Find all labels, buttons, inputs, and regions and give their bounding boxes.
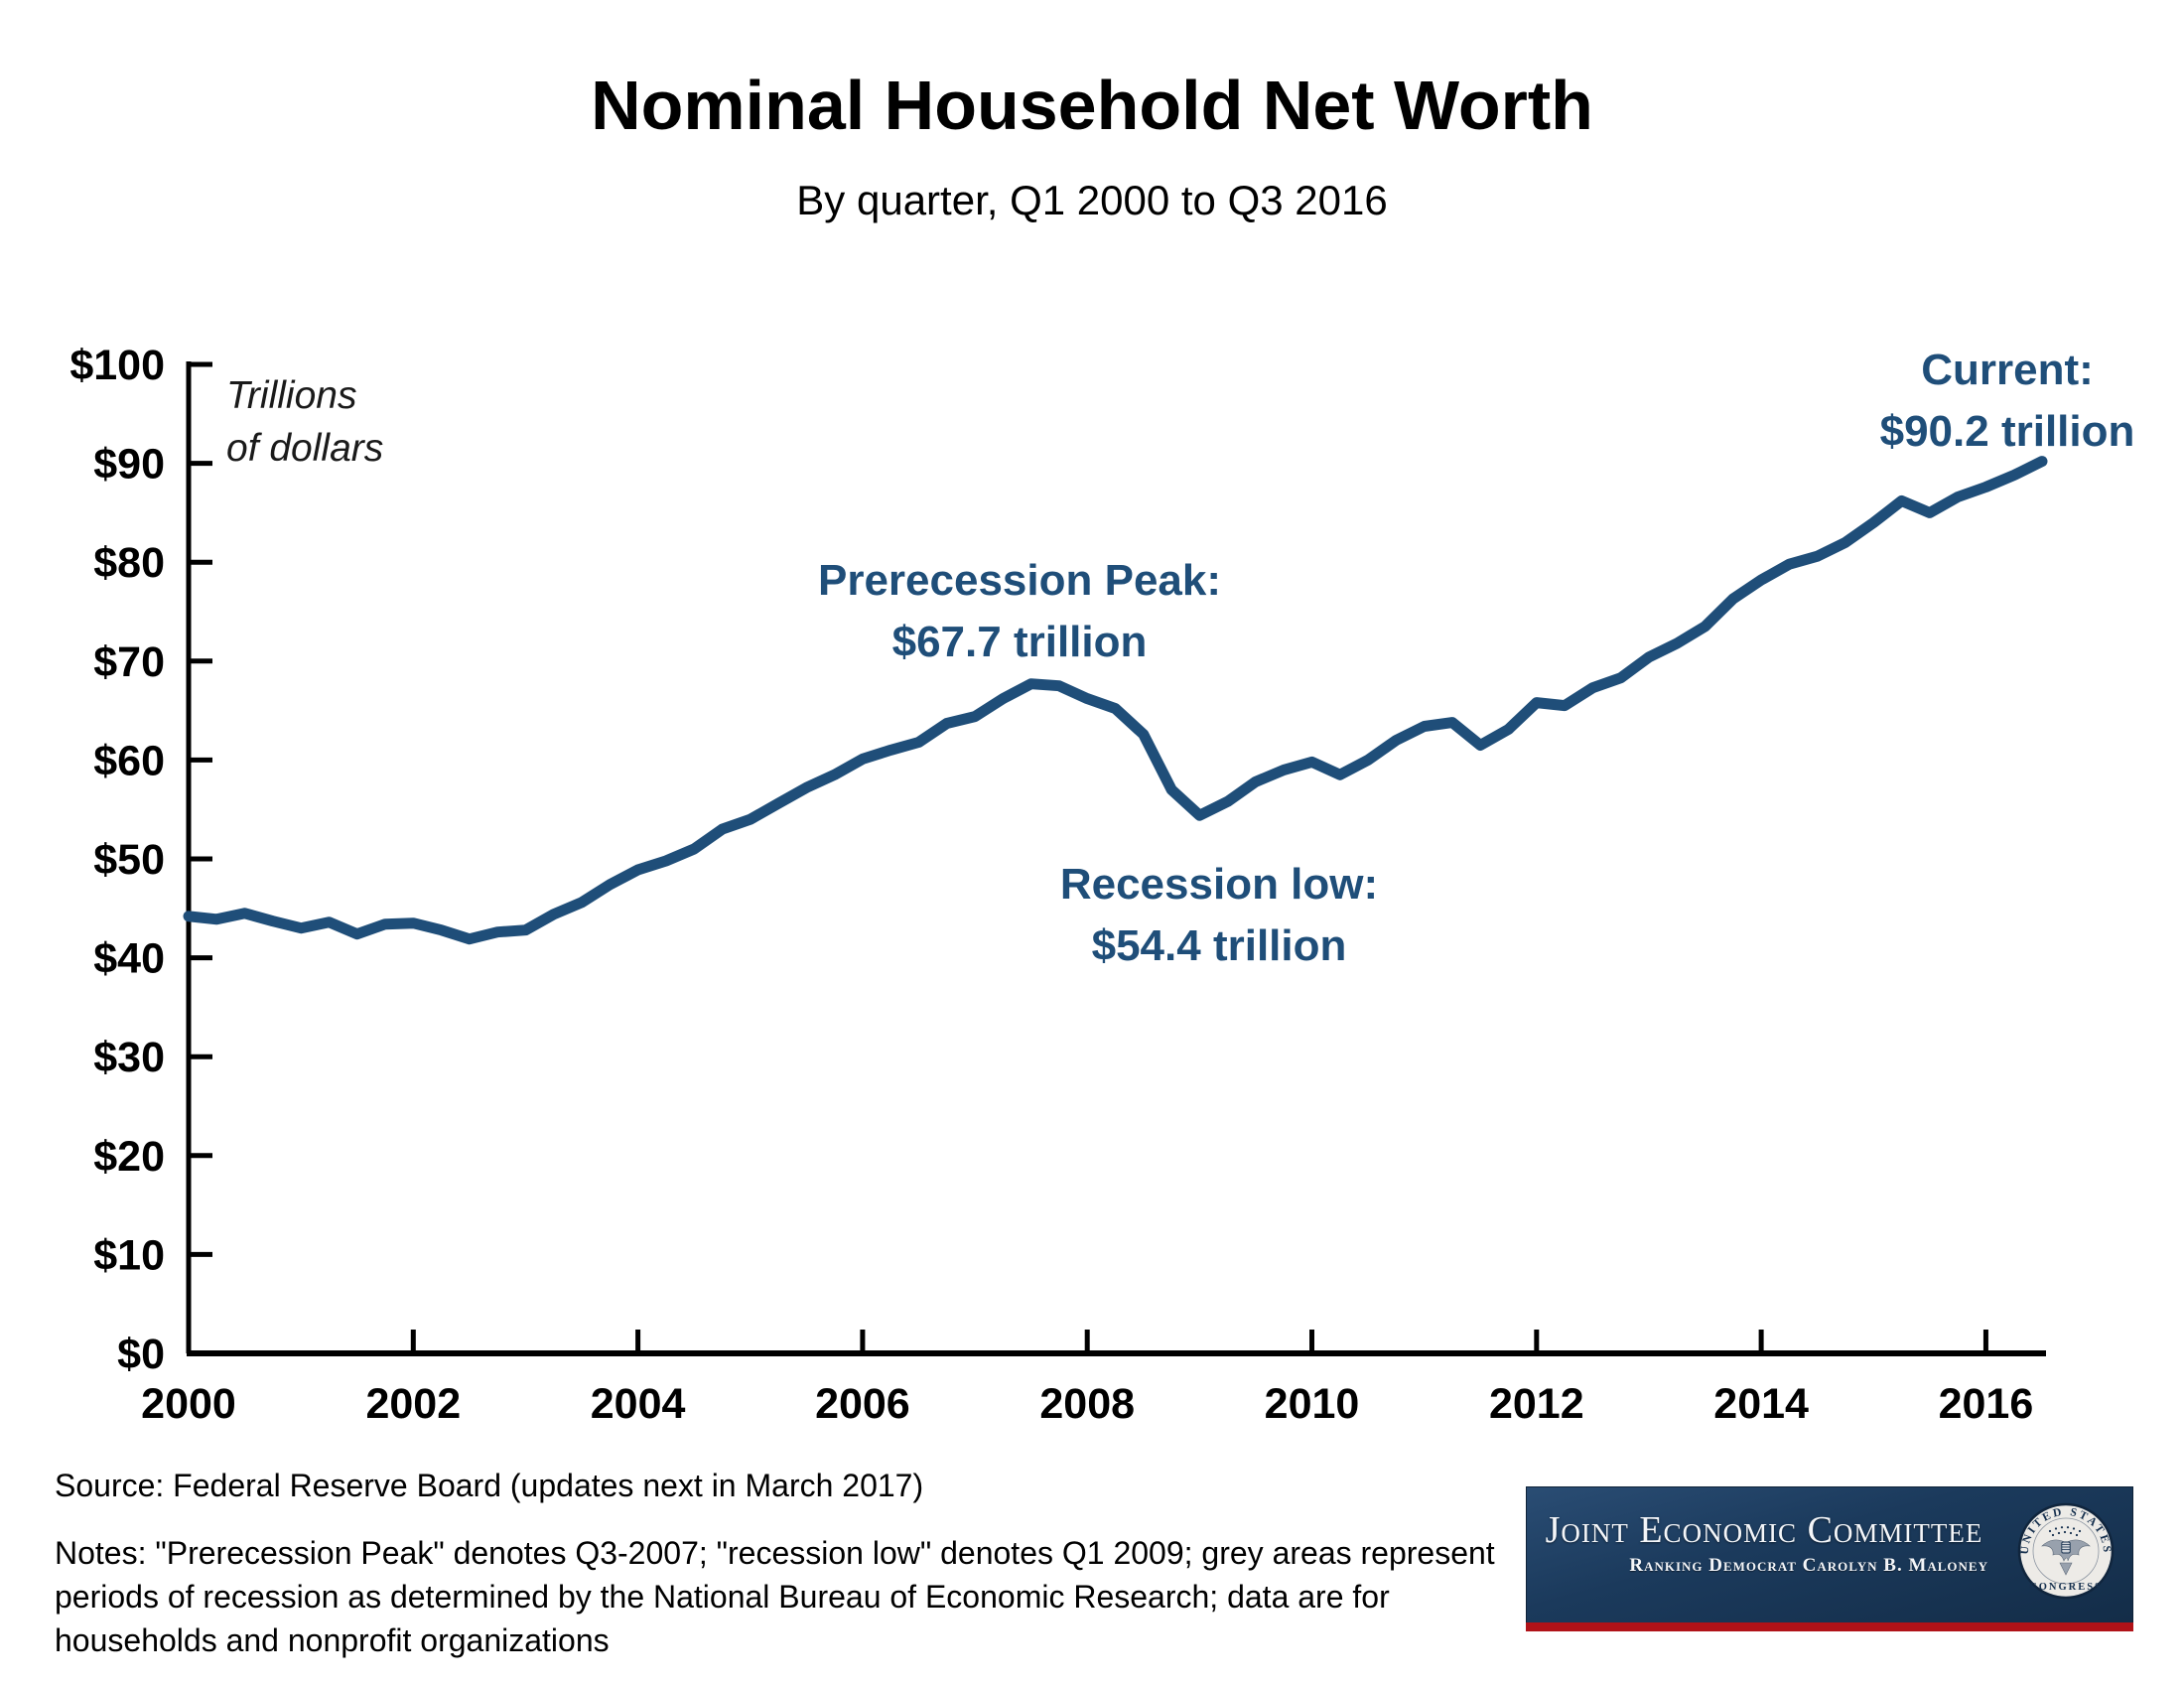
logo-red-stripe <box>1526 1622 2133 1631</box>
y-tick-label: $30 <box>93 1034 165 1081</box>
annotation-prerecession-peak: Prerecession Peak: $67.7 trillion <box>818 550 1221 673</box>
y-tick-label: $100 <box>69 342 165 389</box>
annotation-recession-low-value: $54.4 trillion <box>1091 921 1347 970</box>
logo-text-block: Joint Economic Committee Ranking Democra… <box>1540 1508 1988 1577</box>
x-tick-label: 2016 <box>1939 1380 2034 1428</box>
annotation-prerecession-peak-value: $67.7 trillion <box>891 618 1148 666</box>
x-tick-label: 2008 <box>1039 1380 1135 1428</box>
y-tick-label: $40 <box>93 935 165 983</box>
footnote-line-1: Notes: "Prerecession Peak" denotes Q3-20… <box>55 1535 1495 1571</box>
net-worth-series-line <box>183 456 2048 945</box>
y-tick-label: $0 <box>117 1331 165 1378</box>
y-tick-label: $10 <box>93 1231 165 1279</box>
joint-economic-committee-logo: Joint Economic Committee Ranking Democra… <box>1526 1486 2133 1631</box>
annotation-current: Current: $90.2 trillion <box>1880 340 2135 463</box>
y-tick-label: $20 <box>93 1133 165 1181</box>
footnote-line-2: periods of recession as determined by th… <box>55 1579 1390 1615</box>
annotation-prerecession-peak-label: Prerecession Peak: <box>817 556 1222 605</box>
logo-title: Joint Economic Committee <box>1545 1509 1983 1551</box>
x-tick-label: 2014 <box>1713 1380 1809 1428</box>
us-congress-seal-icon: UNITED STATES CONGRESS <box>2017 1502 2115 1600</box>
y-tick-label: $60 <box>93 737 165 784</box>
x-tick-label: 2012 <box>1489 1380 1584 1428</box>
annotation-recession-low: Recession low: $54.4 trillion <box>1060 854 1378 977</box>
y-tick-label: $80 <box>93 539 165 587</box>
x-tick-label: 2006 <box>815 1380 910 1428</box>
annotation-current-label: Current: <box>1921 346 2094 394</box>
x-tick-label: 2000 <box>141 1380 236 1428</box>
y-tick-label: $90 <box>93 441 165 489</box>
y-axis-unit-label: Trillions of dollars <box>226 369 475 475</box>
x-tick-label: 2002 <box>365 1380 461 1428</box>
y-tick-label: $50 <box>93 836 165 884</box>
page-title: Nominal Household Net Worth <box>591 67 1593 144</box>
x-tick-label: 2010 <box>1265 1380 1360 1428</box>
source-note: Source: Federal Reserve Board (updates n… <box>55 1468 924 1503</box>
y-axis-unit-line1: Trillions <box>226 374 357 417</box>
x-tick-label: 2004 <box>591 1380 686 1428</box>
y-tick-label: $70 <box>93 638 165 686</box>
annotation-current-value: $90.2 trillion <box>1879 407 2135 456</box>
eagle-icon <box>2041 1526 2091 1576</box>
footnotes: Notes: "Prerecession Peak" denotes Q3-20… <box>55 1531 1495 1662</box>
y-axis-unit-line2: of dollars <box>226 427 384 470</box>
seal-bottom-text: CONGRESS <box>2029 1582 2103 1593</box>
logo-subtitle: Ranking Democrat Carolyn B. Maloney <box>1629 1555 1988 1576</box>
page-subtitle: By quarter, Q1 2000 to Q3 2016 <box>796 177 1388 223</box>
seal-inner-ring <box>2032 1517 2100 1585</box>
footnote-line-3: households and nonprofit organizations <box>55 1622 610 1658</box>
annotation-recession-low-label: Recession low: <box>1059 860 1379 909</box>
